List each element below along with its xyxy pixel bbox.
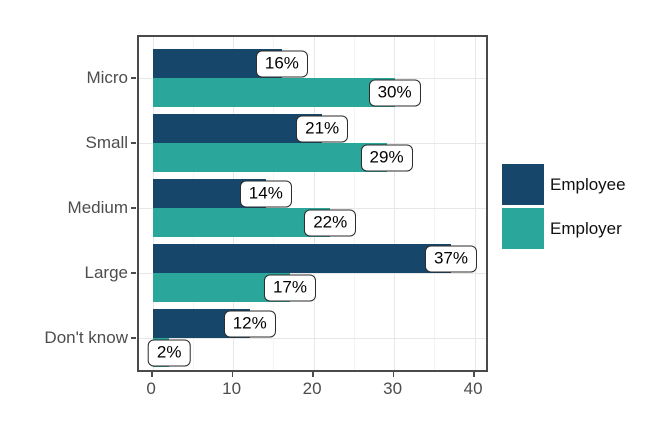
x-axis-tick	[392, 372, 395, 377]
value-label-employer-small: 29%	[360, 144, 413, 171]
gridline-major-vertical	[313, 37, 315, 370]
gridline-major-vertical	[474, 37, 476, 370]
y-axis-tick	[131, 272, 136, 274]
legend-key-employee	[502, 164, 544, 205]
value-label-employer-micro: 30%	[368, 79, 421, 106]
y-axis-label-medium: Medium	[67, 198, 128, 217]
y-axis-label-large: Large	[84, 263, 128, 282]
x-axis-label-10: 10	[222, 379, 242, 398]
gridline-minor-vertical	[434, 37, 436, 370]
gridline-major-horizontal	[139, 337, 486, 339]
value-label-employee-small: 21%	[296, 115, 349, 142]
x-axis-label-30: 30	[383, 379, 403, 398]
bar-employer-small	[153, 143, 387, 172]
legend-label-employee: Employee	[550, 175, 626, 194]
value-label-employer-don-t-know: 2%	[147, 339, 191, 366]
y-axis-label-small: Small	[85, 133, 128, 152]
x-axis-tick	[231, 372, 234, 377]
x-axis-tick	[312, 372, 314, 377]
value-label-employee-don-t-know: 12%	[223, 310, 276, 337]
bar-employer-micro	[153, 78, 395, 107]
value-label-employee-micro: 16%	[255, 50, 308, 77]
value-label-employee-large: 37%	[424, 245, 477, 272]
value-label-employee-medium: 14%	[239, 180, 292, 207]
bar-employee-large	[153, 244, 451, 273]
y-axis-tick	[131, 207, 136, 209]
plot-panel: 16% 21% 14% 37% 12% 30% 29% 22% 17% 2%	[137, 35, 488, 372]
gridline-minor-vertical	[353, 37, 355, 370]
bar-employee-small	[153, 114, 323, 143]
gridline-major-vertical	[394, 37, 396, 370]
gridline-major-horizontal	[139, 272, 486, 274]
x-axis-label-20: 20	[302, 379, 322, 398]
y-axis-label-don-t-know: Don't know	[44, 328, 128, 347]
y-axis-label-micro: Micro	[86, 68, 128, 87]
y-axis-tick	[131, 337, 136, 339]
x-axis-label-0: 0	[146, 379, 156, 398]
legend-key-employer	[502, 207, 544, 249]
y-axis-tick	[131, 77, 136, 79]
value-label-employer-large: 17%	[263, 274, 316, 301]
y-axis-tick	[131, 142, 136, 144]
value-label-employer-medium: 22%	[304, 209, 357, 236]
bar-employer-medium	[153, 208, 331, 237]
legend-label-employer: Employer	[550, 218, 622, 238]
x-axis-tick	[151, 372, 153, 377]
x-axis-tick	[473, 372, 475, 377]
x-axis-label-40: 40	[463, 379, 483, 398]
